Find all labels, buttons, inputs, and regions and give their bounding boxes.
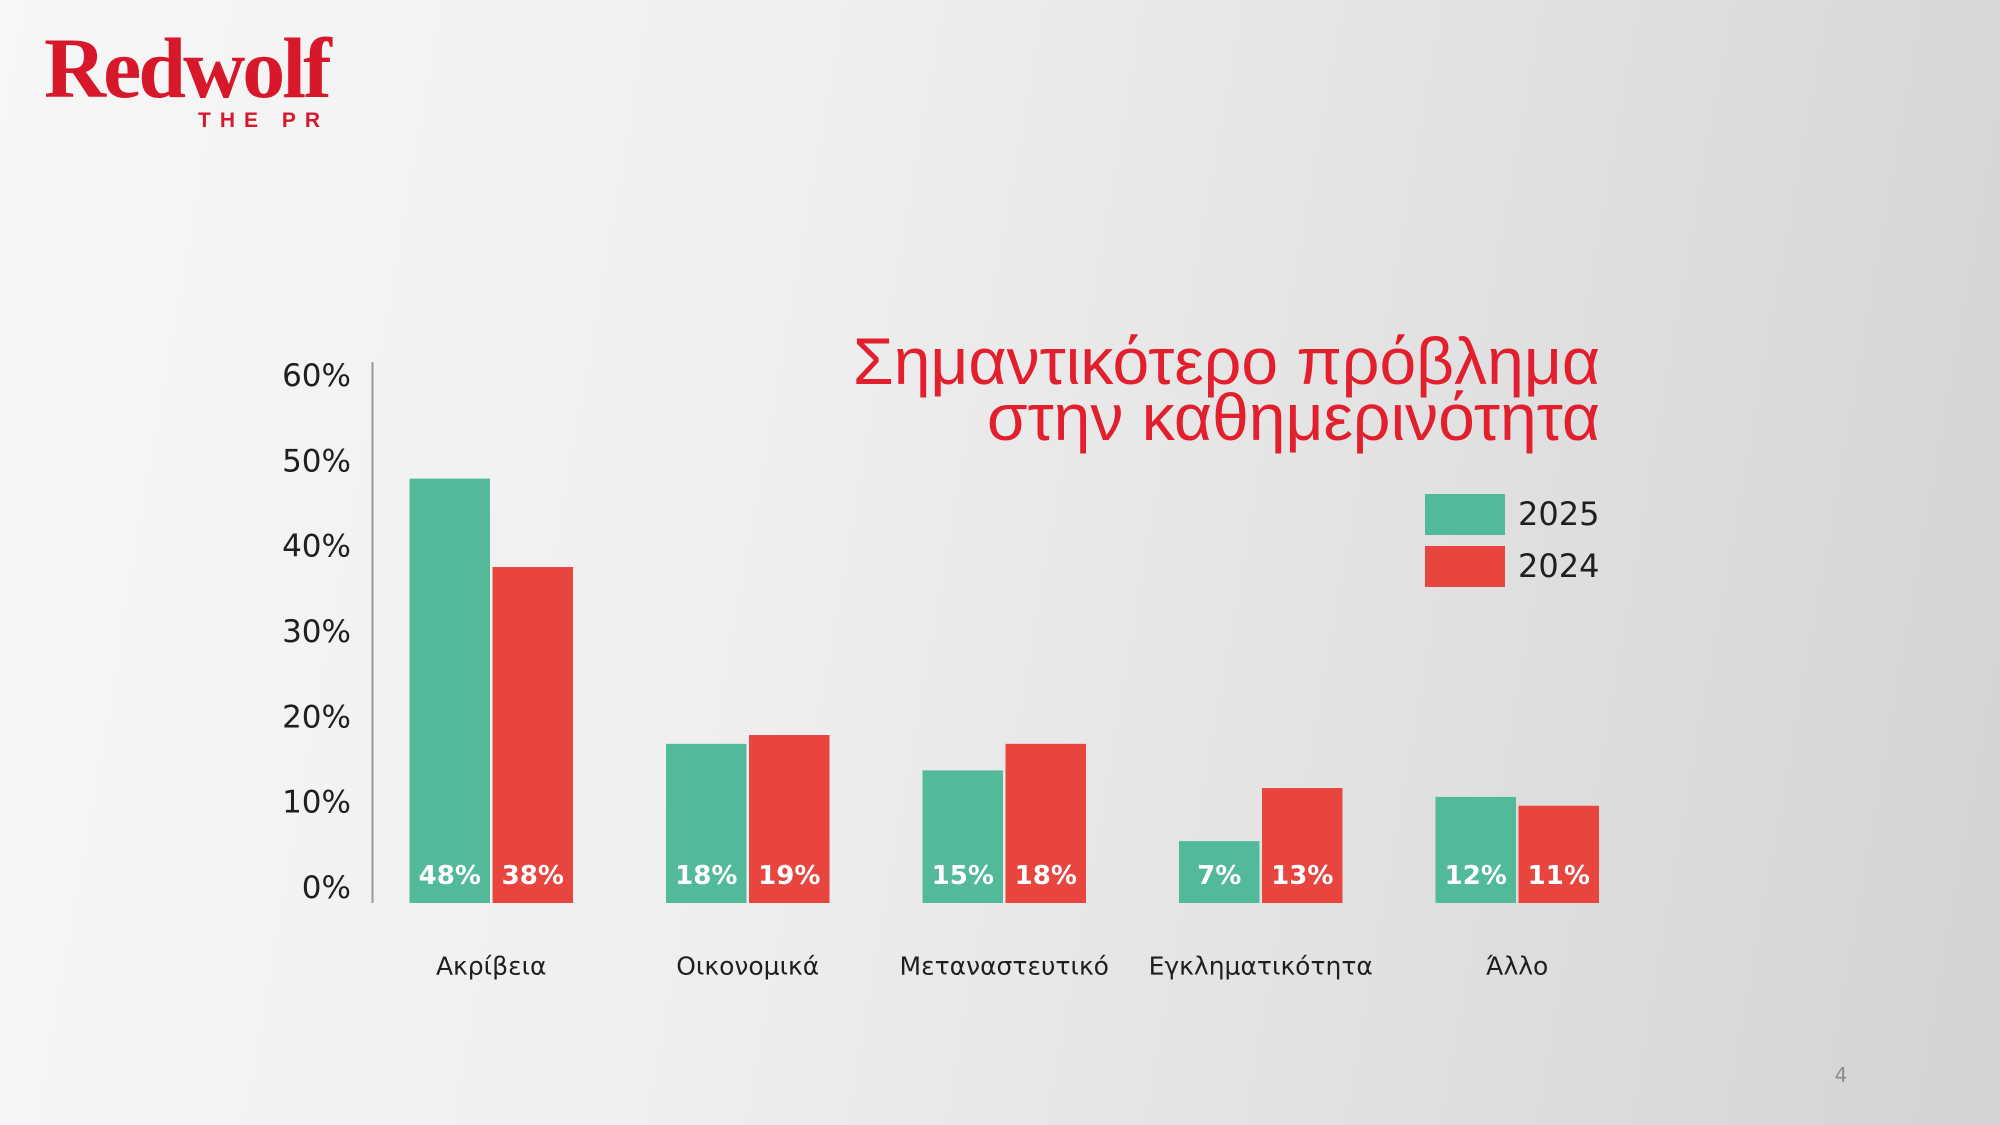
bar-series-1-cat-2 bbox=[666, 743, 747, 903]
data-label-unit: % bbox=[538, 861, 564, 891]
bar-group-1: 48% 38%Ακρίβεια bbox=[409, 478, 573, 981]
data-label-value: 15 bbox=[932, 861, 968, 891]
y-tick-value: 30 bbox=[282, 614, 321, 650]
y-tick-value: 50 bbox=[282, 443, 321, 479]
bar-group-2: 18% 19%Οικονομικά bbox=[666, 735, 830, 981]
y-tick-label: 0% bbox=[302, 870, 351, 906]
y-tick-value: 40 bbox=[282, 529, 321, 565]
data-label-value: 18 bbox=[675, 861, 711, 891]
y-tick-unit: % bbox=[322, 699, 351, 735]
y-tick-unit: % bbox=[322, 614, 351, 650]
data-label-value: 19 bbox=[758, 861, 794, 891]
y-tick-unit: % bbox=[322, 443, 351, 479]
legend-label: 2025 bbox=[1518, 495, 1600, 533]
bar-group-5: 12% 11%Άλλο bbox=[1435, 796, 1599, 981]
data-label-value: 18 bbox=[1015, 861, 1051, 891]
data-label-unit: % bbox=[1215, 861, 1241, 891]
data-label-value: 12 bbox=[1445, 861, 1481, 891]
legend-swatch bbox=[1425, 546, 1505, 587]
data-label-series-1-cat-2: 18% bbox=[675, 861, 737, 891]
data-label-value: 13 bbox=[1271, 861, 1307, 891]
logo-wordmark: Redwolf bbox=[44, 20, 332, 116]
data-label-series-2-cat-5: 11% bbox=[1528, 861, 1590, 891]
legend-swatch bbox=[1425, 494, 1505, 535]
y-tick-unit: % bbox=[322, 785, 351, 821]
y-axis-ticks: 0%10%20%30%40%50%60% bbox=[282, 358, 351, 906]
category-label-2: Οικονομικά bbox=[676, 952, 819, 981]
page-number: 4 bbox=[1834, 1063, 1848, 1087]
data-label-value: 7 bbox=[1197, 861, 1215, 891]
data-label-value: 11 bbox=[1528, 861, 1564, 891]
bar-group-3: 15% 18%Μεταναστευτικό bbox=[900, 743, 1109, 981]
data-label-unit: % bbox=[1481, 861, 1507, 891]
data-label-series-1-cat-1: 48% bbox=[419, 861, 481, 891]
bar-series-1-cat-5 bbox=[1435, 796, 1516, 903]
data-label-unit: % bbox=[455, 861, 481, 891]
category-label-5: Άλλο bbox=[1486, 952, 1548, 981]
y-tick-unit: % bbox=[322, 529, 351, 565]
y-tick-value: 20 bbox=[282, 699, 321, 735]
data-label-series-1-cat-3: 15% bbox=[932, 861, 994, 891]
y-tick-label: 60% bbox=[282, 358, 351, 394]
y-tick-label: 50% bbox=[282, 443, 351, 479]
category-label-4: Εγκληματικότητα bbox=[1149, 952, 1373, 981]
bar-series-1-cat-3 bbox=[922, 770, 1003, 903]
bar-series-2-cat-4 bbox=[1262, 788, 1343, 903]
y-tick-unit: % bbox=[322, 358, 351, 394]
bar-series-2-cat-3 bbox=[1005, 743, 1086, 903]
data-label-series-1-cat-5: 12% bbox=[1445, 861, 1507, 891]
data-label-series-1-cat-4: 7% bbox=[1197, 861, 1241, 891]
y-tick-label: 30% bbox=[282, 614, 351, 650]
y-tick-label: 20% bbox=[282, 699, 351, 735]
legend-item-series-1: 2025 bbox=[1425, 494, 1599, 535]
data-label-unit: % bbox=[711, 861, 737, 891]
chart-title: Σημαντικότερο πρόβλημα στην καθημερινότη… bbox=[852, 324, 1600, 454]
y-tick-label: 10% bbox=[282, 785, 351, 821]
y-tick-value: 60 bbox=[282, 358, 321, 394]
y-tick-label: 40% bbox=[282, 529, 351, 565]
legend-label: 2024 bbox=[1518, 547, 1600, 585]
bar-series-1-cat-4 bbox=[1179, 841, 1260, 903]
category-label-3: Μεταναστευτικό bbox=[900, 952, 1109, 981]
data-label-unit: % bbox=[1564, 861, 1590, 891]
data-label-series-2-cat-2: 19% bbox=[758, 861, 820, 891]
chart-legend: 2025 2024 bbox=[1425, 494, 1605, 588]
y-tick-value: 10 bbox=[282, 785, 321, 821]
legend-item-series-2: 2024 bbox=[1425, 546, 1599, 587]
data-label-unit: % bbox=[1307, 861, 1333, 891]
data-label-series-2-cat-1: 38% bbox=[502, 861, 564, 891]
data-label-series-2-cat-4: 13% bbox=[1271, 861, 1333, 891]
data-label-unit: % bbox=[794, 861, 820, 891]
bar-group-4: 7% 13%Εγκληματικότητα bbox=[1149, 788, 1373, 981]
logo-tagline: THE PR bbox=[198, 109, 330, 132]
bar-series-2-cat-5 bbox=[1518, 805, 1599, 903]
data-label-unit: % bbox=[1051, 861, 1077, 891]
y-tick-unit: % bbox=[322, 870, 351, 906]
category-label-1: Ακρίβεια bbox=[436, 952, 547, 981]
data-label-value: 38 bbox=[502, 861, 538, 891]
data-label-series-2-cat-3: 18% bbox=[1015, 861, 1077, 891]
bar-series-2-cat-2 bbox=[749, 735, 830, 903]
y-tick-value: 0 bbox=[302, 870, 322, 906]
data-label-value: 48 bbox=[419, 861, 455, 891]
bar-series-1-cat-1 bbox=[409, 478, 490, 903]
data-label-unit: % bbox=[968, 861, 994, 891]
bar-series-2-cat-1 bbox=[492, 567, 573, 903]
